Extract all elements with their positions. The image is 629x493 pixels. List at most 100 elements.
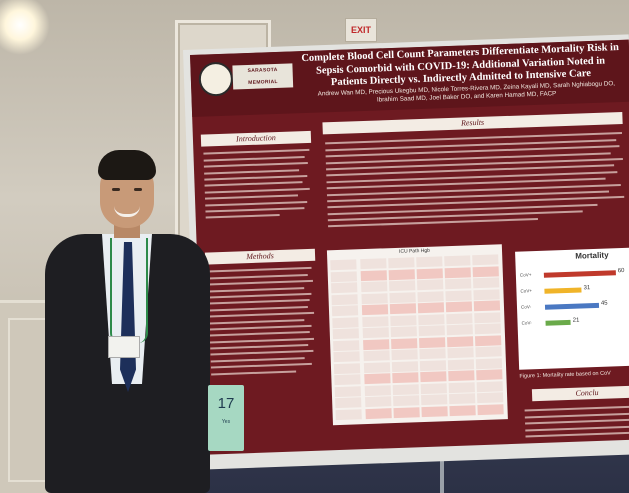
table-cell (393, 395, 420, 407)
easel-leg (440, 450, 444, 493)
table-cell (333, 362, 361, 374)
table-cell (418, 325, 445, 337)
mortality-chart: Mortality CoV+ 60 CoV+ 31 CoV- 45 CoV- 21 (515, 247, 629, 370)
table-cell (333, 339, 360, 351)
table-cell (330, 259, 357, 271)
presenter (40, 150, 215, 493)
table-cell (419, 359, 447, 371)
table-cell (444, 255, 471, 267)
table-cell (444, 278, 472, 290)
booth-sign-subtext: Yes (221, 419, 231, 425)
table-cell (416, 279, 444, 291)
table-cell (444, 266, 471, 278)
table-cell (447, 347, 474, 359)
table-cell (333, 351, 360, 363)
table-cell (446, 312, 473, 324)
table-cell (449, 404, 476, 416)
section-methods: Methods (204, 248, 316, 265)
hospital-logo: SARASOTA MEMORIAL (232, 63, 294, 90)
table-cell (416, 267, 443, 279)
table-cell (362, 315, 389, 327)
table-cell (448, 381, 475, 393)
table-cell (334, 385, 361, 397)
figure-caption: Figure 1: Mortality rate based on CoV (519, 370, 611, 380)
table-cell (446, 324, 473, 336)
eye (112, 188, 120, 191)
table-cell (419, 336, 446, 348)
bar-label: CoV+ (520, 288, 533, 294)
bar-label: CoV- (520, 304, 532, 310)
table-cell (360, 258, 387, 270)
table-cell (476, 369, 503, 381)
table-cell (475, 346, 502, 358)
table-cell (391, 360, 419, 372)
exit-sign-text: EXIT (350, 25, 371, 35)
table-cell (446, 335, 474, 347)
eye (134, 188, 142, 191)
table-cell (389, 280, 416, 292)
section-conclusions: Conclu (531, 385, 629, 402)
table-cell (388, 257, 415, 269)
table-cell (335, 397, 362, 409)
table-cell (361, 304, 389, 316)
table-cell (445, 301, 473, 313)
table-cell (364, 373, 391, 385)
section-introduction: Introduction (200, 130, 312, 147)
table-cell (473, 300, 501, 312)
table-cell (363, 338, 390, 350)
name-badge (108, 336, 140, 358)
booth-number-sign: 17 Yes (208, 385, 244, 451)
table-cell (474, 323, 501, 335)
table-cell (335, 408, 362, 420)
table-cell (420, 382, 447, 394)
table-cell (473, 288, 500, 300)
lanyard (110, 238, 148, 343)
table-cell (421, 405, 448, 417)
table-cell (416, 256, 443, 268)
table-cell (389, 291, 416, 303)
table-cell (392, 372, 419, 384)
hair (98, 150, 156, 180)
table-cell (475, 357, 503, 369)
table-cell (447, 358, 475, 370)
table-cell (364, 384, 391, 396)
table-cell (472, 277, 500, 289)
bar-label: CoV+ (519, 272, 532, 278)
mortality-bar (544, 287, 582, 294)
table-cell (363, 350, 390, 362)
mortality-bar (545, 319, 571, 326)
research-poster: SARASOTA MEMORIAL Complete Blood Cell Co… (190, 39, 629, 455)
table-cell (365, 407, 392, 419)
table-cell (417, 302, 445, 314)
table-cell (477, 403, 504, 415)
bar-label: CoV- (521, 320, 532, 326)
bar-value-label: 45 (600, 300, 608, 307)
table-cell (445, 289, 472, 301)
mortality-bar (544, 302, 600, 310)
introduction-text (203, 145, 312, 223)
table-cell (363, 361, 391, 373)
table-cell (419, 348, 446, 360)
table-cell (331, 282, 358, 294)
results-text (325, 128, 628, 232)
table-cell (391, 349, 418, 361)
table-cell (390, 314, 417, 326)
table-cell (393, 406, 420, 418)
results-table: ICU Path Hgb (326, 244, 508, 426)
table-cell (390, 326, 417, 338)
table-cell (361, 281, 388, 293)
table-cell (392, 383, 419, 395)
table-cell (361, 292, 388, 304)
bar-value-label: 21 (572, 317, 580, 324)
bar-value-label: 60 (617, 267, 625, 275)
table-cell (362, 327, 389, 339)
mortality-bar (543, 270, 616, 278)
conclusions-text (524, 401, 629, 441)
table-cell (448, 370, 475, 382)
exit-sign: EXIT (345, 18, 377, 42)
table-cell (420, 371, 447, 383)
booth-number: 17 (217, 395, 235, 412)
table-cell (332, 316, 359, 328)
table-cell (331, 305, 359, 317)
